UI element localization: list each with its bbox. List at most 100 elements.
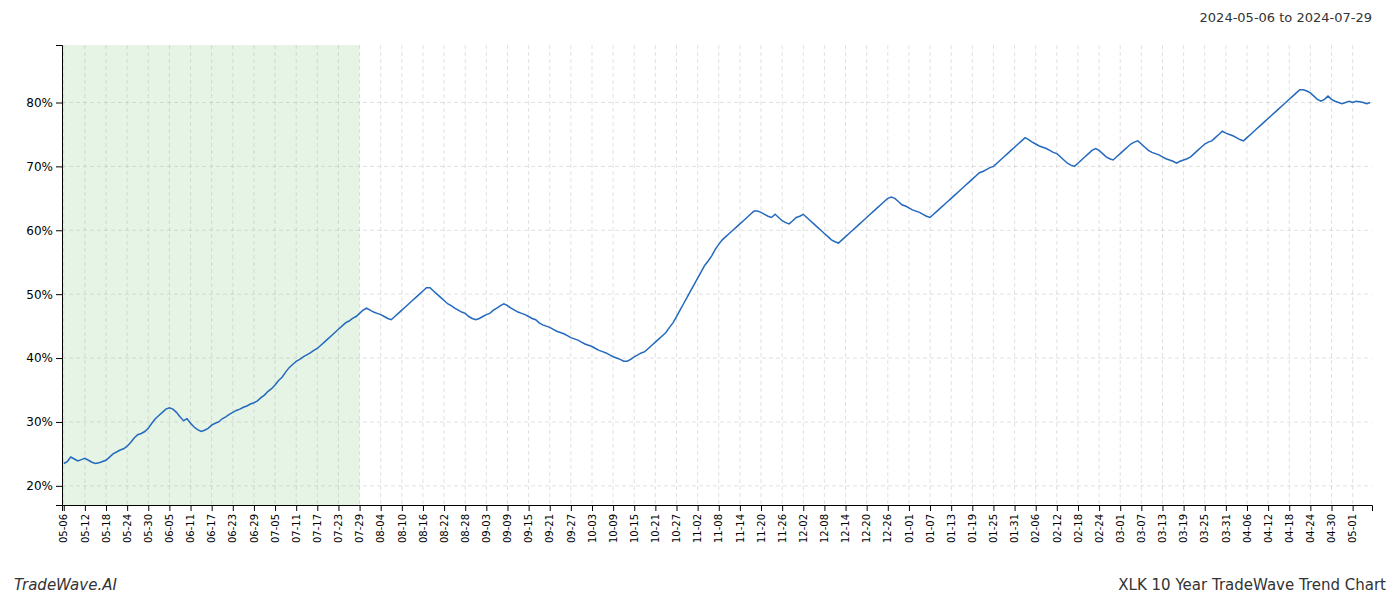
x-tick-label: 12-26 bbox=[882, 514, 893, 543]
x-tick-label: 02-18 bbox=[1073, 514, 1084, 543]
x-tick: 01-07 bbox=[925, 505, 936, 543]
x-tick-mark bbox=[275, 505, 276, 511]
grid-line-x bbox=[1099, 45, 1100, 505]
x-tick-label: 11-26 bbox=[777, 514, 788, 543]
x-tick: 08-22 bbox=[439, 505, 450, 543]
x-tick: 05-12 bbox=[80, 505, 91, 543]
y-tick-mark bbox=[56, 230, 62, 231]
x-tick-label: 07-23 bbox=[333, 514, 344, 543]
grid-line-y bbox=[62, 102, 1372, 103]
grid-line-y bbox=[62, 421, 1372, 422]
x-tick-label: 03-13 bbox=[1157, 514, 1168, 543]
x-tick-mark bbox=[402, 505, 403, 511]
x-tick-mark bbox=[677, 505, 678, 511]
x-tick: 06-23 bbox=[227, 505, 238, 543]
x-tick-mark bbox=[127, 505, 128, 511]
x-tick-label: 10-15 bbox=[629, 514, 640, 543]
grid-line-x bbox=[1352, 45, 1353, 505]
x-tick-label: 06-17 bbox=[206, 514, 217, 543]
x-tick-mark bbox=[592, 505, 593, 511]
x-tick-label: 01-13 bbox=[946, 514, 957, 543]
x-tick-label: 01-01 bbox=[904, 514, 915, 543]
x-tick-mark bbox=[867, 505, 868, 511]
x-tick: 10-03 bbox=[587, 505, 598, 543]
y-tick-mark bbox=[56, 166, 62, 167]
chart: 05-0605-1205-1805-2405-3006-0506-1106-17… bbox=[0, 0, 1400, 600]
x-tick-mark bbox=[740, 505, 741, 511]
x-tick: 02-18 bbox=[1073, 505, 1084, 543]
x-tick-mark bbox=[930, 505, 931, 511]
grid-line-x bbox=[887, 45, 888, 505]
grid-line-x bbox=[380, 45, 381, 505]
x-tick-label: 07-11 bbox=[291, 514, 302, 543]
x-tick-label: 10-21 bbox=[650, 514, 661, 543]
x-tick-label: 01-25 bbox=[988, 514, 999, 543]
x-tick: 09-15 bbox=[523, 505, 534, 543]
x-tick-mark bbox=[486, 505, 487, 511]
x-tick: 01-19 bbox=[967, 505, 978, 543]
x-tick-mark bbox=[782, 505, 783, 511]
y-tick-label: 40% bbox=[26, 351, 53, 365]
grid-line-x bbox=[190, 45, 191, 505]
x-tick-mark bbox=[803, 505, 804, 511]
x-tick-label: 05-18 bbox=[101, 514, 112, 543]
grid-line-y bbox=[62, 485, 1372, 486]
grid-line-x bbox=[655, 45, 656, 505]
y-tick-mark bbox=[56, 103, 62, 104]
grid-line-x bbox=[401, 45, 402, 505]
x-tick-label: 12-20 bbox=[861, 514, 872, 543]
x-tick: 04-12 bbox=[1263, 505, 1274, 543]
x-tick-label: 09-09 bbox=[502, 514, 513, 543]
x-tick-label: 04-30 bbox=[1326, 514, 1337, 543]
x-axis-line bbox=[63, 506, 1373, 512]
grid-line-x bbox=[1120, 45, 1121, 505]
x-tick-mark bbox=[1226, 505, 1227, 511]
grid-line-x bbox=[591, 45, 592, 505]
x-tick-label: 05-12 bbox=[80, 514, 91, 543]
grid-line-x bbox=[824, 45, 825, 505]
x-tick: 05-01 bbox=[1347, 505, 1358, 543]
grid-line-y bbox=[62, 230, 1372, 231]
grid-line-x bbox=[253, 45, 254, 505]
y-tick-label: 20% bbox=[26, 479, 53, 493]
x-tick-label: 04-06 bbox=[1242, 514, 1253, 543]
x-tick-label: 04-24 bbox=[1305, 514, 1316, 543]
x-tick-mark bbox=[1310, 505, 1311, 511]
x-tick: 05-30 bbox=[143, 505, 154, 543]
x-tick-label: 08-16 bbox=[418, 514, 429, 543]
grid-line-x bbox=[444, 45, 445, 505]
x-tick-label: 11-20 bbox=[756, 514, 767, 543]
x-tick-label: 08-04 bbox=[375, 514, 386, 543]
x-tick-mark bbox=[698, 505, 699, 511]
x-tick-mark bbox=[254, 505, 255, 511]
grid-line-x bbox=[1204, 45, 1205, 505]
x-tick: 09-27 bbox=[566, 505, 577, 543]
x-tick-label: 07-17 bbox=[312, 514, 323, 543]
x-tick-mark bbox=[423, 505, 424, 511]
grid-line-y bbox=[62, 358, 1372, 359]
x-tick: 01-25 bbox=[988, 505, 999, 543]
x-tick-label: 10-27 bbox=[671, 514, 682, 543]
x-tick-mark bbox=[212, 505, 213, 511]
grid-line-x bbox=[1246, 45, 1247, 505]
x-tick-mark bbox=[993, 505, 994, 511]
x-tick-label: 05-24 bbox=[122, 514, 133, 543]
grid-line-x bbox=[275, 45, 276, 505]
x-tick-label: 09-15 bbox=[523, 514, 534, 543]
x-tick: 11-20 bbox=[756, 505, 767, 543]
y-tick: 80% bbox=[26, 96, 62, 110]
x-tick: 07-23 bbox=[333, 505, 344, 543]
y-tick-label: 70% bbox=[26, 160, 53, 174]
x-tick-mark bbox=[909, 505, 910, 511]
x-tick-mark bbox=[1078, 505, 1079, 511]
grid-line-x bbox=[1225, 45, 1226, 505]
x-tick-label: 03-07 bbox=[1136, 514, 1147, 543]
y-tick-mark bbox=[56, 358, 62, 359]
x-tick: 09-21 bbox=[544, 505, 555, 543]
x-tick: 06-05 bbox=[164, 505, 175, 543]
x-tick-label: 02-12 bbox=[1052, 514, 1063, 543]
x-tick-mark bbox=[1036, 505, 1037, 511]
grid-line-x bbox=[930, 45, 931, 505]
x-tick-mark bbox=[972, 505, 973, 511]
x-tick-mark bbox=[444, 505, 445, 511]
